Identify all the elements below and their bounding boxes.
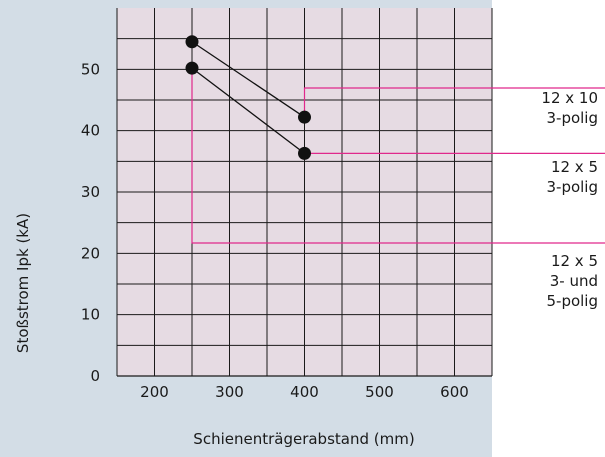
- y-tick-label: 10: [81, 306, 100, 324]
- data-point-series-2: [185, 61, 199, 75]
- annotations: 12 x 10 3-polig 12 x 5 3-polig 12 x 5 3- und 5…: [541, 89, 598, 310]
- leader-line-12x10-3-polig: [303, 87, 605, 118]
- annotation-label-line: 3- und: [550, 272, 598, 290]
- data-point-series-1: [298, 110, 311, 124]
- y-tick-label: 0: [90, 367, 100, 385]
- grid: [116, 8, 493, 377]
- y-axis-title: Stoßstrom Ipk (kA): [14, 213, 32, 353]
- x-tick-label: 600: [440, 383, 469, 401]
- x-tick-label: 200: [140, 383, 169, 401]
- series-line-1: [191, 41, 305, 118]
- x-axis-title: Schienenträgerabstand (mm): [193, 430, 414, 448]
- annotation-label-line: 3-polig: [546, 178, 598, 196]
- leader-line-12x5-3-und-5-polig: [191, 68, 605, 244]
- annotation-label-line: 12 x 5: [551, 252, 598, 270]
- leader-lines: [191, 68, 605, 244]
- y-tick-label: 30: [81, 183, 100, 201]
- annotation-label-line: 12 x 5: [551, 158, 598, 176]
- tick-labels: 200 300 400 500 600 0 10 20 30 40 50: [81, 60, 469, 401]
- series-line-2: [191, 67, 305, 154]
- x-tick-label: 500: [365, 383, 394, 401]
- annotation-label-line: 12 x 10: [541, 89, 598, 107]
- data-point-series-1: [185, 35, 199, 49]
- y-tick-label: 50: [81, 60, 100, 78]
- x-tick-label: 300: [215, 383, 244, 401]
- annotation-label-line: 5-polig: [546, 292, 598, 310]
- y-tick-label: 40: [81, 122, 100, 140]
- x-tick-label: 400: [290, 383, 319, 401]
- data-point-series-2: [298, 146, 311, 160]
- annotation-label-line: 3-polig: [546, 109, 598, 127]
- series-layer: [185, 35, 311, 160]
- y-tick-label: 20: [81, 244, 100, 262]
